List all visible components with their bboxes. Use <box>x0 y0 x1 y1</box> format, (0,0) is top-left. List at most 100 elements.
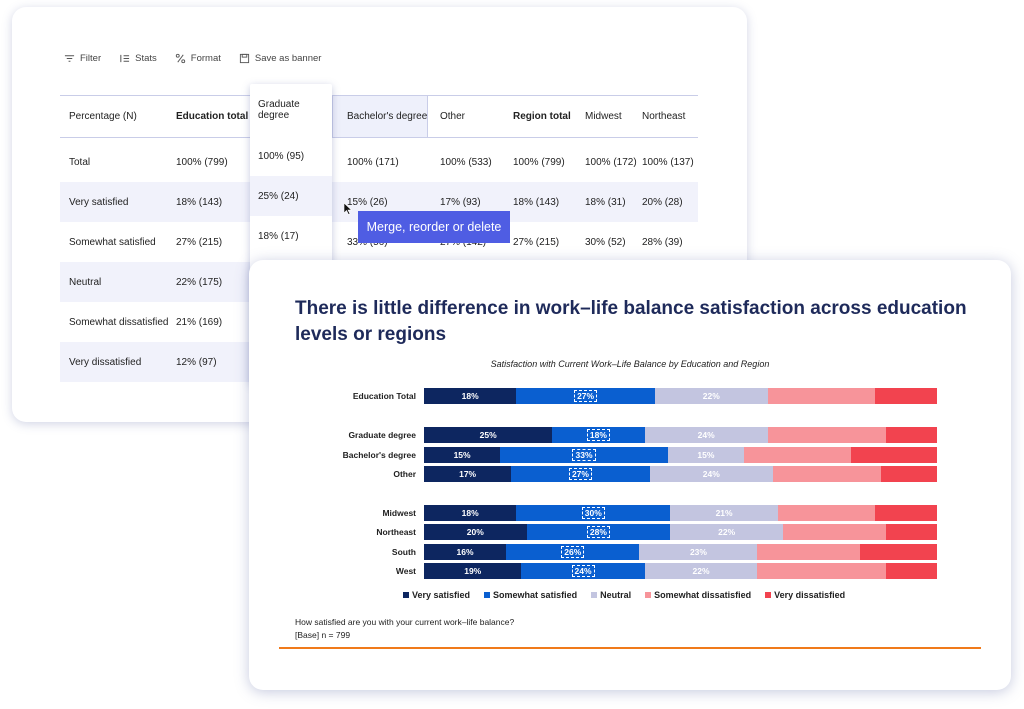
stats-icon <box>120 54 130 63</box>
column-header[interactable]: Midwest <box>585 111 622 122</box>
table-cell: 100% (799) <box>176 156 228 168</box>
mouse-cursor-icon <box>344 203 352 215</box>
chart-legend: Very satisfied Somewhat satisfied Neutra… <box>403 590 845 600</box>
data-label: 15% <box>697 450 715 460</box>
data-label: 17% <box>459 469 477 479</box>
table-cell: 100% (799) <box>513 156 565 168</box>
data-label: 24% <box>697 430 715 440</box>
table-cell: 12% (97) <box>176 356 217 368</box>
data-label: 18% <box>552 427 644 443</box>
category-label: West <box>395 566 416 576</box>
filter-icon <box>64 55 75 62</box>
bar-segment <box>424 524 528 540</box>
base-note: [Base] n = 799 <box>295 630 351 640</box>
data-label: 24% <box>521 563 644 579</box>
bar-segment <box>500 447 669 463</box>
bar-segment <box>424 505 517 521</box>
column-header[interactable]: Bachelor's degree <box>332 96 428 137</box>
save-as-banner-label: Save as banner <box>254 53 322 64</box>
table-cell: 100% (172) <box>585 156 637 168</box>
bar-segment <box>777 505 876 521</box>
column-header[interactable]: Percentage (N) <box>69 111 137 122</box>
save-as-banner-button[interactable]: Save as banner <box>239 53 322 64</box>
stats-button[interactable]: Stats <box>119 53 157 64</box>
bar-segment <box>757 544 861 560</box>
bar-segment <box>757 563 887 579</box>
chart-headline: There is little difference in work–life … <box>295 298 967 345</box>
bar-segment <box>424 447 501 463</box>
category-label: Northeast <box>376 527 416 537</box>
data-label: 25% <box>479 430 497 440</box>
data-label: 22% <box>718 527 736 537</box>
table-cell: 17% (93) <box>440 196 481 208</box>
bar-segment <box>767 388 876 404</box>
bar-segment <box>885 427 938 443</box>
legend-item: Very dissatisfied <box>765 590 845 600</box>
column-header[interactable]: Education total <box>176 111 249 122</box>
bar-segment <box>850 447 938 463</box>
column-header[interactable]: Northeast <box>642 111 686 122</box>
column-header[interactable]: Region total <box>513 111 571 122</box>
bar-segment <box>875 505 938 521</box>
table-row: Total 100% (799) 100% (171) 100% (533) 1… <box>60 142 698 182</box>
save-icon <box>239 53 249 64</box>
table-cell: 30% (52) <box>585 236 626 248</box>
data-label: 28% <box>527 524 671 540</box>
row-label: Total <box>69 156 91 168</box>
merge-reorder-delete-tooltip[interactable]: Merge, reorder or delete <box>358 211 510 243</box>
table-cell: 28% (39) <box>642 236 683 248</box>
bar-segment <box>516 388 656 404</box>
footer-rule <box>279 647 981 649</box>
data-label: 27% <box>516 388 655 404</box>
data-label: 27% <box>511 466 650 482</box>
data-label: 22% <box>702 391 720 401</box>
table-cell: 25% (24) <box>250 176 332 216</box>
table-cell: 100% (533) <box>440 156 492 168</box>
table-cell: 18% (17) <box>258 230 299 242</box>
question-text: How satisfied are you with your current … <box>295 617 515 627</box>
bar-segment <box>639 544 758 560</box>
table-cell: 15% (26) <box>347 196 388 208</box>
bar-segment <box>516 505 671 521</box>
data-label: 16% <box>456 547 474 557</box>
bar-segment <box>670 524 784 540</box>
bar-segment <box>772 466 882 482</box>
data-label: 22% <box>692 566 710 576</box>
table-cell: 20% (28) <box>642 196 683 208</box>
row-label: Neutral <box>69 276 102 288</box>
bar-segment <box>644 427 769 443</box>
stats-label: Stats <box>135 53 157 64</box>
table-cell: 18% (143) <box>513 196 560 208</box>
filter-button[interactable]: Filter <box>64 53 101 64</box>
legend-swatch <box>403 592 409 598</box>
bar-segment <box>670 505 779 521</box>
chart-card: There is little difference in work–life … <box>249 260 1011 690</box>
row-label: Very satisfied <box>69 196 129 208</box>
data-label: 18% <box>461 391 479 401</box>
row-label: Very dissatisfied <box>69 356 142 368</box>
bar-segment <box>885 524 938 540</box>
bar-segment <box>649 466 774 482</box>
chart-title: Satisfaction with Current Work–Life Bala… <box>490 359 770 369</box>
data-label: 20% <box>466 527 484 537</box>
legend-swatch <box>645 592 652 598</box>
bar-segment <box>875 388 938 404</box>
bar-segment <box>767 427 887 443</box>
column-header[interactable]: Other <box>440 111 466 122</box>
data-label: 26% <box>506 544 639 560</box>
legend-item: Neutral <box>591 590 631 600</box>
data-label: 24% <box>702 469 720 479</box>
table-header-row: Percentage (N) Education total Bachelor'… <box>60 95 698 138</box>
bar-segment <box>644 563 758 579</box>
data-label: 15% <box>453 450 471 460</box>
data-label: 19% <box>464 566 482 576</box>
legend-item: Somewhat dissatisfied <box>645 590 751 600</box>
bar-segment <box>860 544 938 560</box>
category-label: Other <box>393 469 416 479</box>
table-cell: 100% (137) <box>642 156 694 168</box>
category-label: Education Total <box>352 391 416 401</box>
bar-segment <box>424 427 553 443</box>
format-button[interactable]: Format <box>175 53 221 64</box>
category-label: South <box>391 547 416 557</box>
column-header[interactable]: Graduate degree <box>258 99 300 121</box>
